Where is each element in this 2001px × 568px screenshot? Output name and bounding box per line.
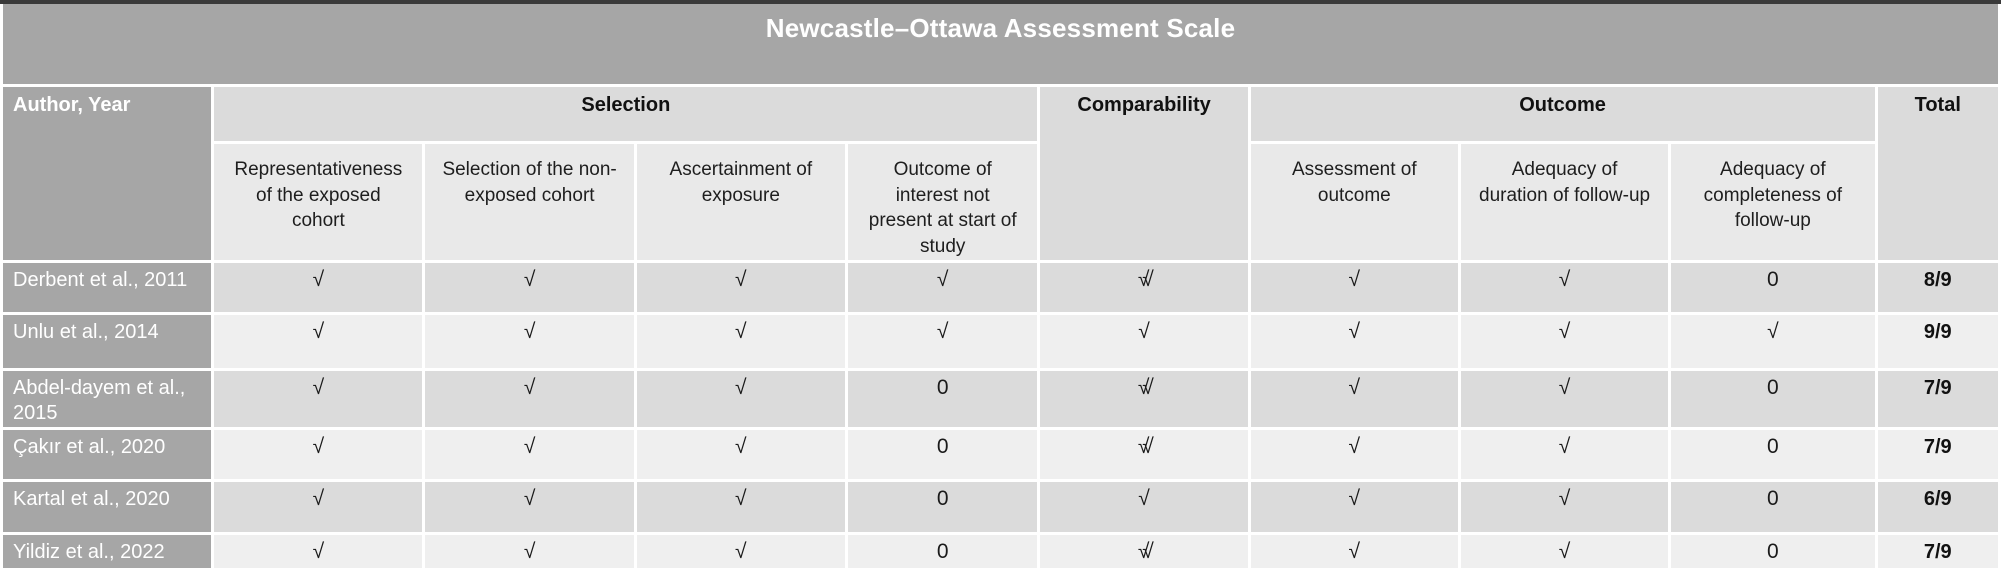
cell-value: √ [214,370,423,427]
cell-value: √√ [1040,370,1248,427]
cell-value: √ [425,262,634,312]
row-author: Derbent et al., 2011 [3,262,212,312]
cell-value: √ [1250,262,1458,312]
cell-value: √ [1460,481,1669,532]
cell-value: √ [636,429,845,479]
cell-value: √ [636,481,845,532]
cell-value: √ [425,534,634,568]
cell-value: 0 [847,534,1038,568]
subheader-representativeness: Representativeness of the exposed cohort [214,144,423,260]
cell-value: √ [1250,429,1458,479]
table-row: Çakır et al., 2020 √ √ √ 0 √√ √ √ 0 7/9 [3,429,1998,479]
row-author: Abdel-dayem et al., 2015 [3,370,212,427]
cell-value: √ [636,314,845,368]
cell-value: 0 [847,429,1038,479]
row-author: Çakır et al., 2020 [3,429,212,479]
subheader-adequacy-completeness: Adequacy of completeness of follow-up [1671,144,1875,260]
cell-total: 7/9 [1877,534,1998,568]
table-row: Unlu et al., 2014 √ √ √ √ √ √ √ √ 9/9 [3,314,1998,368]
cell-value: 0 [847,481,1038,532]
table-row: Kartal et al., 2020 √ √ √ 0 √ √ √ 0 6/9 [3,481,1998,532]
cell-value: √ [1250,534,1458,568]
cell-value: √ [214,314,423,368]
cell-value: √ [425,370,634,427]
cell-value: √ [1460,534,1669,568]
cell-total: 6/9 [1877,481,1998,532]
cell-value: √√ [1040,262,1248,312]
cell-value: 0 [1671,534,1875,568]
cell-value: 0 [1671,262,1875,312]
cell-value: √√ [1040,429,1248,479]
group-header-outcome: Outcome [1250,87,1875,141]
cell-value: √ [636,534,845,568]
cell-value: √ [1460,314,1669,368]
cell-value: √ [1671,314,1875,368]
cell-total: 7/9 [1877,370,1998,427]
cell-value: 0 [1671,370,1875,427]
cell-value: √ [1040,481,1248,532]
cell-value: √ [214,262,423,312]
cell-value: √ [847,262,1038,312]
cell-value: √ [425,481,634,532]
cell-value: √ [1250,314,1458,368]
cell-value: √ [1250,481,1458,532]
subheader-outcome-not-present: Outcome of interest not present at start… [847,144,1038,260]
group-header-selection: Selection [214,87,1038,141]
page-title: Newcastle–Ottawa Assessment Scale [3,4,1998,84]
group-header-comparability: Comparability [1040,87,1248,260]
cell-total: 8/9 [1877,262,1998,312]
cell-value: 0 [1671,481,1875,532]
table-row: Derbent et al., 2011 √ √ √ √ √√ √ √ 0 8/… [3,262,1998,312]
cell-value: 0 [847,370,1038,427]
cell-value: √√ [1040,534,1248,568]
cell-value: √ [1460,370,1669,427]
column-header-total: Total [1877,87,1998,260]
cell-value: 0 [1671,429,1875,479]
cell-value: √ [1460,262,1669,312]
cell-value: √ [1040,314,1248,368]
cell-value: √ [214,429,423,479]
row-author: Kartal et al., 2020 [3,481,212,532]
row-author: Unlu et al., 2014 [3,314,212,368]
cell-total: 9/9 [1877,314,1998,368]
cell-value: √ [425,314,634,368]
row-author: Yildiz et al., 2022 [3,534,212,568]
table-row: Abdel-dayem et al., 2015 √ √ √ 0 √√ √ √ … [3,370,1998,427]
subheader-adequacy-duration: Adequacy of duration of follow-up [1460,144,1669,260]
cell-value: √ [214,481,423,532]
cell-value: √ [1250,370,1458,427]
table-row: Yildiz et al., 2022 √ √ √ 0 √√ √ √ 0 7/9 [3,534,1998,568]
subheader-assessment-outcome: Assessment of outcome [1250,144,1458,260]
cell-value: √ [636,262,845,312]
cell-value: √ [214,534,423,568]
cell-value: √ [636,370,845,427]
subheader-selection-non-exposed: Selection of the non-exposed cohort [425,144,634,260]
cell-value: √ [847,314,1038,368]
cell-value: √ [1460,429,1669,479]
cell-total: 7/9 [1877,429,1998,479]
cell-value: √ [425,429,634,479]
subheader-ascertainment-exposure: Ascertainment of exposure [636,144,845,260]
column-header-author-year: Author, Year [3,87,212,260]
